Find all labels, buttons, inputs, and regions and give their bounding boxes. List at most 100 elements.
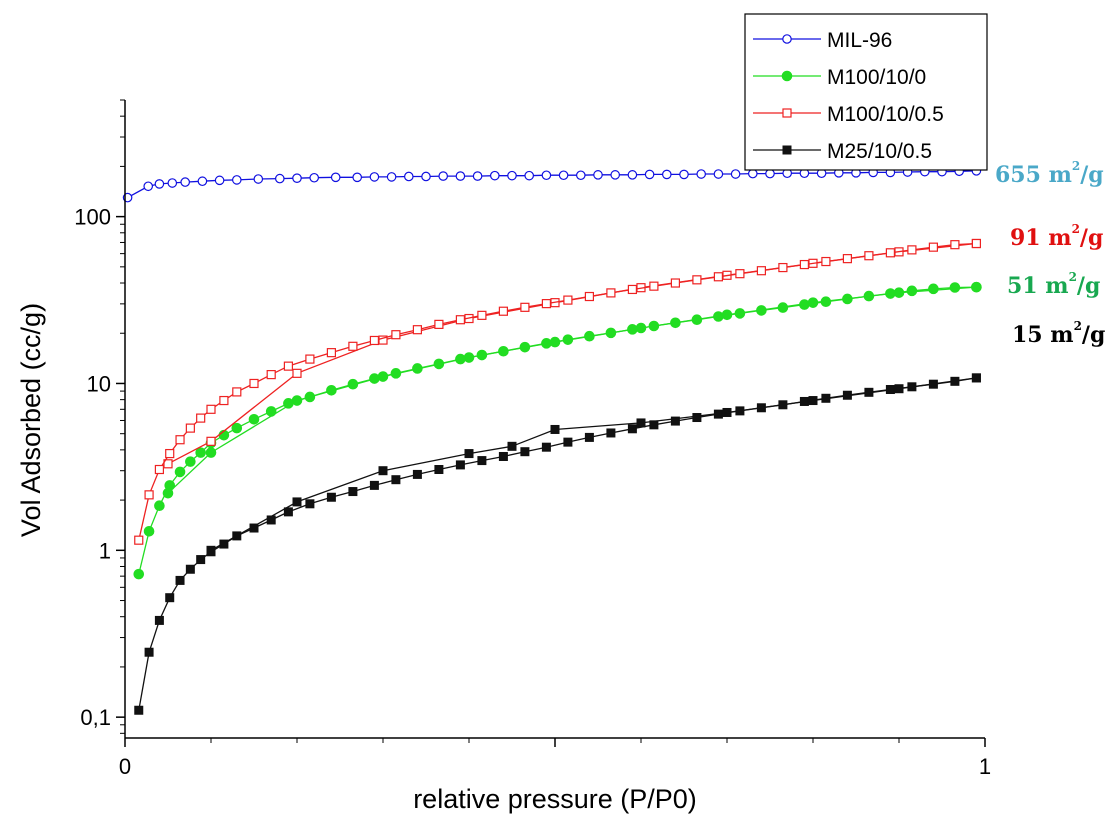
series-m25-10-0-5 xyxy=(134,373,981,715)
data-point xyxy=(627,284,638,295)
data-point xyxy=(864,387,874,397)
data-point xyxy=(885,385,895,395)
data-point xyxy=(713,409,723,419)
data-point xyxy=(756,305,767,316)
data-point xyxy=(691,314,703,326)
data-point xyxy=(730,169,741,179)
data-point xyxy=(541,442,551,452)
data-point xyxy=(283,507,293,517)
data-point xyxy=(524,170,534,181)
data-point xyxy=(304,391,316,403)
data-point xyxy=(584,330,595,342)
data-point xyxy=(369,172,380,182)
x-tick-label: 0 xyxy=(119,754,131,779)
data-point xyxy=(476,349,488,361)
data-point xyxy=(144,490,154,500)
data-point xyxy=(520,302,530,312)
data-point xyxy=(455,353,466,365)
data-point xyxy=(864,251,874,261)
data-point xyxy=(265,406,277,417)
series-mil-96 xyxy=(122,166,982,203)
data-point xyxy=(305,499,315,509)
data-point xyxy=(249,378,259,389)
data-point xyxy=(253,174,264,184)
data-point xyxy=(143,525,155,537)
data-point xyxy=(799,259,810,270)
data-point xyxy=(232,387,242,397)
data-point xyxy=(292,368,302,378)
data-point xyxy=(735,406,745,416)
y-tick-label: 100 xyxy=(74,205,111,230)
data-point xyxy=(175,435,185,445)
data-point xyxy=(636,418,646,428)
data-point xyxy=(214,175,225,186)
surface-area-label: 15 m2/g xyxy=(1012,319,1105,348)
data-point xyxy=(606,288,616,298)
data-point xyxy=(163,459,173,469)
data-point xyxy=(283,398,294,409)
data-point xyxy=(906,285,918,297)
data-point xyxy=(386,172,397,182)
data-point xyxy=(154,179,165,189)
data-point xyxy=(606,428,616,438)
data-point xyxy=(627,170,638,180)
data-point xyxy=(842,293,853,305)
data-point xyxy=(403,171,414,182)
data-point xyxy=(164,480,176,491)
data-point xyxy=(498,345,509,357)
data-point xyxy=(412,325,422,335)
data-point xyxy=(391,475,401,485)
data-point xyxy=(821,256,831,267)
data-point xyxy=(232,531,242,541)
data-point xyxy=(134,535,144,545)
data-point xyxy=(231,422,243,434)
data-point xyxy=(248,413,260,425)
data-point xyxy=(154,500,165,512)
x-axis-title: relative pressure (P/P0) xyxy=(413,784,697,814)
y-tick-label: 0,1 xyxy=(80,705,111,730)
series-m100-10-0 xyxy=(133,281,982,580)
data-point xyxy=(205,447,217,458)
series-desorption-line xyxy=(210,377,977,551)
data-point xyxy=(412,469,422,479)
data-point xyxy=(756,266,767,276)
data-point xyxy=(154,615,164,625)
data-point xyxy=(563,437,573,447)
legend-swatch-marker xyxy=(782,145,792,155)
data-point xyxy=(821,393,831,403)
data-point xyxy=(292,497,302,507)
data-point xyxy=(928,379,938,389)
data-point xyxy=(196,413,206,423)
data-point xyxy=(326,492,336,502)
data-point xyxy=(747,168,758,179)
series-desorption-line xyxy=(167,242,977,465)
data-point xyxy=(799,396,809,406)
data-point xyxy=(455,171,466,181)
data-point xyxy=(434,319,444,329)
data-point xyxy=(713,311,724,322)
data-point xyxy=(541,338,552,349)
data-point xyxy=(196,555,206,565)
data-point xyxy=(507,441,517,451)
y-axis-title: Vol Adsorbed (cc/g) xyxy=(16,303,46,537)
axes: 0 1 0,1 1 10 100 xyxy=(74,99,991,779)
data-point xyxy=(971,373,981,383)
data-point xyxy=(206,547,216,557)
surface-area-label: 51 m2/g xyxy=(1007,270,1100,299)
data-point xyxy=(584,291,595,302)
data-point xyxy=(165,593,175,603)
data-point xyxy=(627,324,638,335)
data-point xyxy=(412,363,423,374)
data-point xyxy=(661,169,672,180)
data-point xyxy=(692,275,702,285)
data-point xyxy=(950,240,960,250)
data-point xyxy=(971,238,982,249)
data-point xyxy=(165,448,175,459)
data-point xyxy=(464,449,474,459)
data-point xyxy=(378,466,388,476)
data-point xyxy=(369,480,379,490)
x-tick-label: 1 xyxy=(979,754,991,779)
data-point xyxy=(950,376,960,386)
data-point xyxy=(266,370,276,380)
